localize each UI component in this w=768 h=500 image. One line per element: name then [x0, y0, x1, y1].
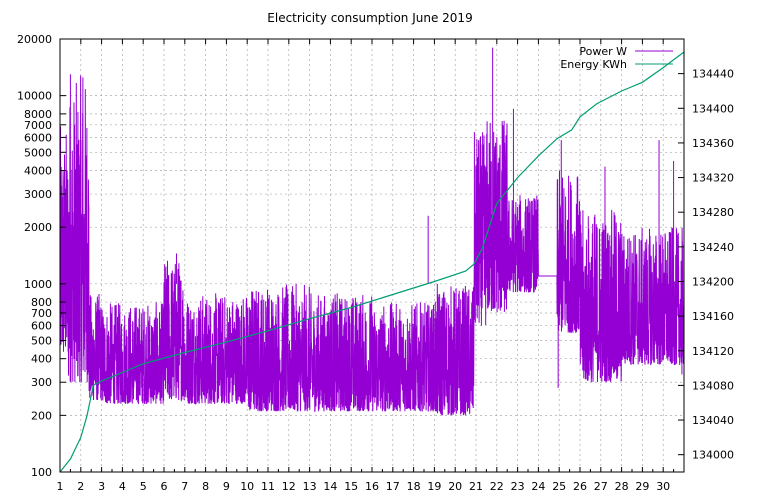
energy-line [59, 51, 685, 473]
x-tick-label: 12 [282, 480, 296, 493]
x-tick-label: 19 [427, 480, 441, 493]
y-left-tick-label: 100 [31, 466, 52, 479]
x-tick-label: 7 [181, 480, 188, 493]
legend-label-power: Power W [579, 45, 627, 58]
x-tick-label: 28 [615, 480, 629, 493]
y-left-tick-label: 10000 [17, 90, 52, 103]
y-left-tick-label: 20000 [17, 33, 52, 46]
x-tick-label: 8 [202, 480, 209, 493]
x-tick-label: 11 [261, 480, 275, 493]
x-tick-label: 10 [240, 480, 254, 493]
y-left-tick-label: 300 [31, 376, 52, 389]
x-tick-label: 30 [656, 480, 670, 493]
y-left-tick-label: 4000 [24, 165, 52, 178]
x-tick-label: 9 [223, 480, 230, 493]
y-right-tick-label: 134120 [692, 345, 734, 358]
power-line [59, 75, 685, 416]
y-left-tick-label: 5000 [24, 146, 52, 159]
x-tick-label: 6 [161, 480, 168, 493]
x-tick-label: 21 [469, 480, 483, 493]
y-right-tick-label: 134400 [692, 102, 734, 115]
power-series [59, 47, 685, 416]
y-right-tick-label: 134320 [692, 172, 734, 185]
x-tick-label: 3 [98, 480, 105, 493]
x-tick-label: 4 [119, 480, 126, 493]
y-right-tick-label: 134360 [692, 137, 734, 150]
y-left-tick-label: 1000 [24, 278, 52, 291]
y-left-tick-label: 600 [31, 320, 52, 333]
y-left-tick-label: 8000 [24, 108, 52, 121]
x-tick-label: 18 [407, 480, 421, 493]
energy-series [59, 51, 685, 473]
x-tick-label: 23 [511, 480, 525, 493]
y-left-tick-label: 6000 [24, 131, 52, 144]
x-tick-label: 1 [57, 480, 64, 493]
legend: Power W Energy KWh [560, 45, 673, 71]
y-right-tick-label: 134160 [692, 310, 734, 323]
legend-label-energy: Energy KWh [560, 58, 627, 71]
grid [60, 39, 684, 472]
y-left-tick-label: 800 [31, 296, 52, 309]
y-left-tick-label: 400 [31, 353, 52, 366]
y-right-tick-label: 134440 [692, 68, 734, 81]
y-left-tick-label: 500 [31, 334, 52, 347]
x-tick-label: 27 [594, 480, 608, 493]
x-tick-label: 17 [386, 480, 400, 493]
x-tick-label: 13 [303, 480, 317, 493]
y-axis-right: 134000 134040 134080 134120 134160 134200 1342… [678, 68, 734, 462]
y-left-tick-label: 700 [31, 307, 52, 320]
x-tick-label: 26 [573, 480, 587, 493]
y-left-tick-label: 7000 [24, 119, 52, 132]
y-right-tick-label: 134040 [692, 414, 734, 427]
x-tick-label: 14 [323, 480, 337, 493]
x-tick-label: 15 [344, 480, 358, 493]
y-right-tick-label: 134000 [692, 449, 734, 462]
y-left-tick-label: 200 [31, 409, 52, 422]
y-right-tick-label: 134200 [692, 275, 734, 288]
x-tick-label: 24 [531, 480, 545, 493]
chart-title: Electricity consumption June 2019 [267, 11, 472, 25]
y-right-tick-label: 134080 [692, 379, 734, 392]
x-tick-label: 25 [552, 480, 566, 493]
x-axis: 1 2 3 4 5 6 7 8 9 10 11 12 13 14 15 16 17 18 19 20 21 22 23 24 2… [57, 39, 675, 493]
x-tick-label: 20 [448, 480, 462, 493]
y-left-tick-label: 3000 [24, 188, 52, 201]
x-tick-label: 22 [490, 480, 504, 493]
y-left-tick-label: 2000 [24, 221, 52, 234]
x-tick-label: 16 [365, 480, 379, 493]
x-tick-label: 5 [140, 480, 147, 493]
y-right-tick-label: 134280 [692, 206, 734, 219]
x-tick-label: 2 [77, 480, 84, 493]
y-right-tick-label: 134240 [692, 241, 734, 254]
x-tick-label: 29 [635, 480, 649, 493]
